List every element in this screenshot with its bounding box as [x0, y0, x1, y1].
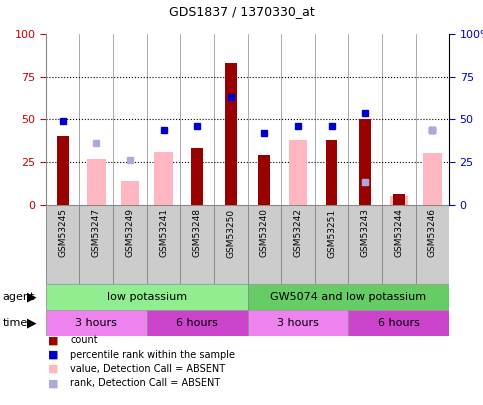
Text: 6 hours: 6 hours	[378, 318, 420, 328]
Text: GSM53244: GSM53244	[394, 209, 403, 257]
Text: ▶: ▶	[27, 316, 36, 330]
Bar	[180, 205, 214, 284]
Text: ■: ■	[48, 364, 59, 374]
Text: time: time	[2, 318, 28, 328]
Bar	[248, 284, 449, 310]
Bar	[147, 205, 180, 284]
Text: GSM53243: GSM53243	[361, 209, 369, 258]
Text: GSM53241: GSM53241	[159, 209, 168, 258]
Text: low potassium: low potassium	[107, 292, 187, 302]
Text: GDS1837 / 1370330_at: GDS1837 / 1370330_at	[169, 5, 314, 18]
Text: count: count	[70, 335, 98, 345]
Text: value, Detection Call = ABSENT: value, Detection Call = ABSENT	[70, 364, 225, 374]
Text: GSM53248: GSM53248	[193, 209, 201, 258]
Bar	[80, 205, 113, 284]
Bar	[281, 205, 315, 284]
Bar	[113, 205, 147, 284]
Text: ■: ■	[48, 378, 59, 388]
Text: ■: ■	[48, 350, 59, 360]
Bar	[46, 205, 80, 284]
Text: rank, Detection Call = ABSENT: rank, Detection Call = ABSENT	[70, 378, 220, 388]
Bar	[348, 205, 382, 284]
Bar	[258, 155, 270, 205]
Text: GSM53249: GSM53249	[126, 209, 134, 258]
Bar	[121, 181, 139, 205]
Text: GSM53250: GSM53250	[226, 209, 235, 258]
Bar	[389, 196, 408, 205]
Text: 6 hours: 6 hours	[176, 318, 218, 328]
Text: GSM53240: GSM53240	[260, 209, 269, 258]
Text: GW5074 and low potassium: GW5074 and low potassium	[270, 292, 426, 302]
Bar	[393, 194, 405, 205]
Text: GSM53246: GSM53246	[428, 209, 437, 258]
Text: agent: agent	[2, 292, 35, 302]
Text: percentile rank within the sample: percentile rank within the sample	[70, 350, 235, 360]
Bar	[326, 140, 338, 205]
Bar	[315, 205, 348, 284]
Bar	[147, 310, 248, 336]
Bar	[225, 63, 237, 205]
Bar	[248, 310, 348, 336]
Bar	[46, 310, 147, 336]
Bar	[248, 205, 281, 284]
Bar	[154, 152, 173, 205]
Text: ■: ■	[48, 335, 59, 345]
Bar	[359, 119, 371, 205]
Bar	[382, 205, 415, 284]
Text: 3 hours: 3 hours	[75, 318, 117, 328]
Text: GSM53247: GSM53247	[92, 209, 101, 258]
Bar	[289, 140, 307, 205]
Bar	[423, 153, 441, 205]
Bar	[87, 159, 106, 205]
Bar	[46, 284, 248, 310]
Text: GSM53251: GSM53251	[327, 209, 336, 258]
Bar	[191, 148, 203, 205]
Bar	[348, 310, 449, 336]
Bar	[415, 205, 449, 284]
Bar	[57, 136, 69, 205]
Text: GSM53242: GSM53242	[294, 209, 302, 257]
Text: GSM53245: GSM53245	[58, 209, 67, 258]
Text: ▶: ▶	[27, 290, 36, 303]
Text: 3 hours: 3 hours	[277, 318, 319, 328]
Bar	[214, 205, 247, 284]
